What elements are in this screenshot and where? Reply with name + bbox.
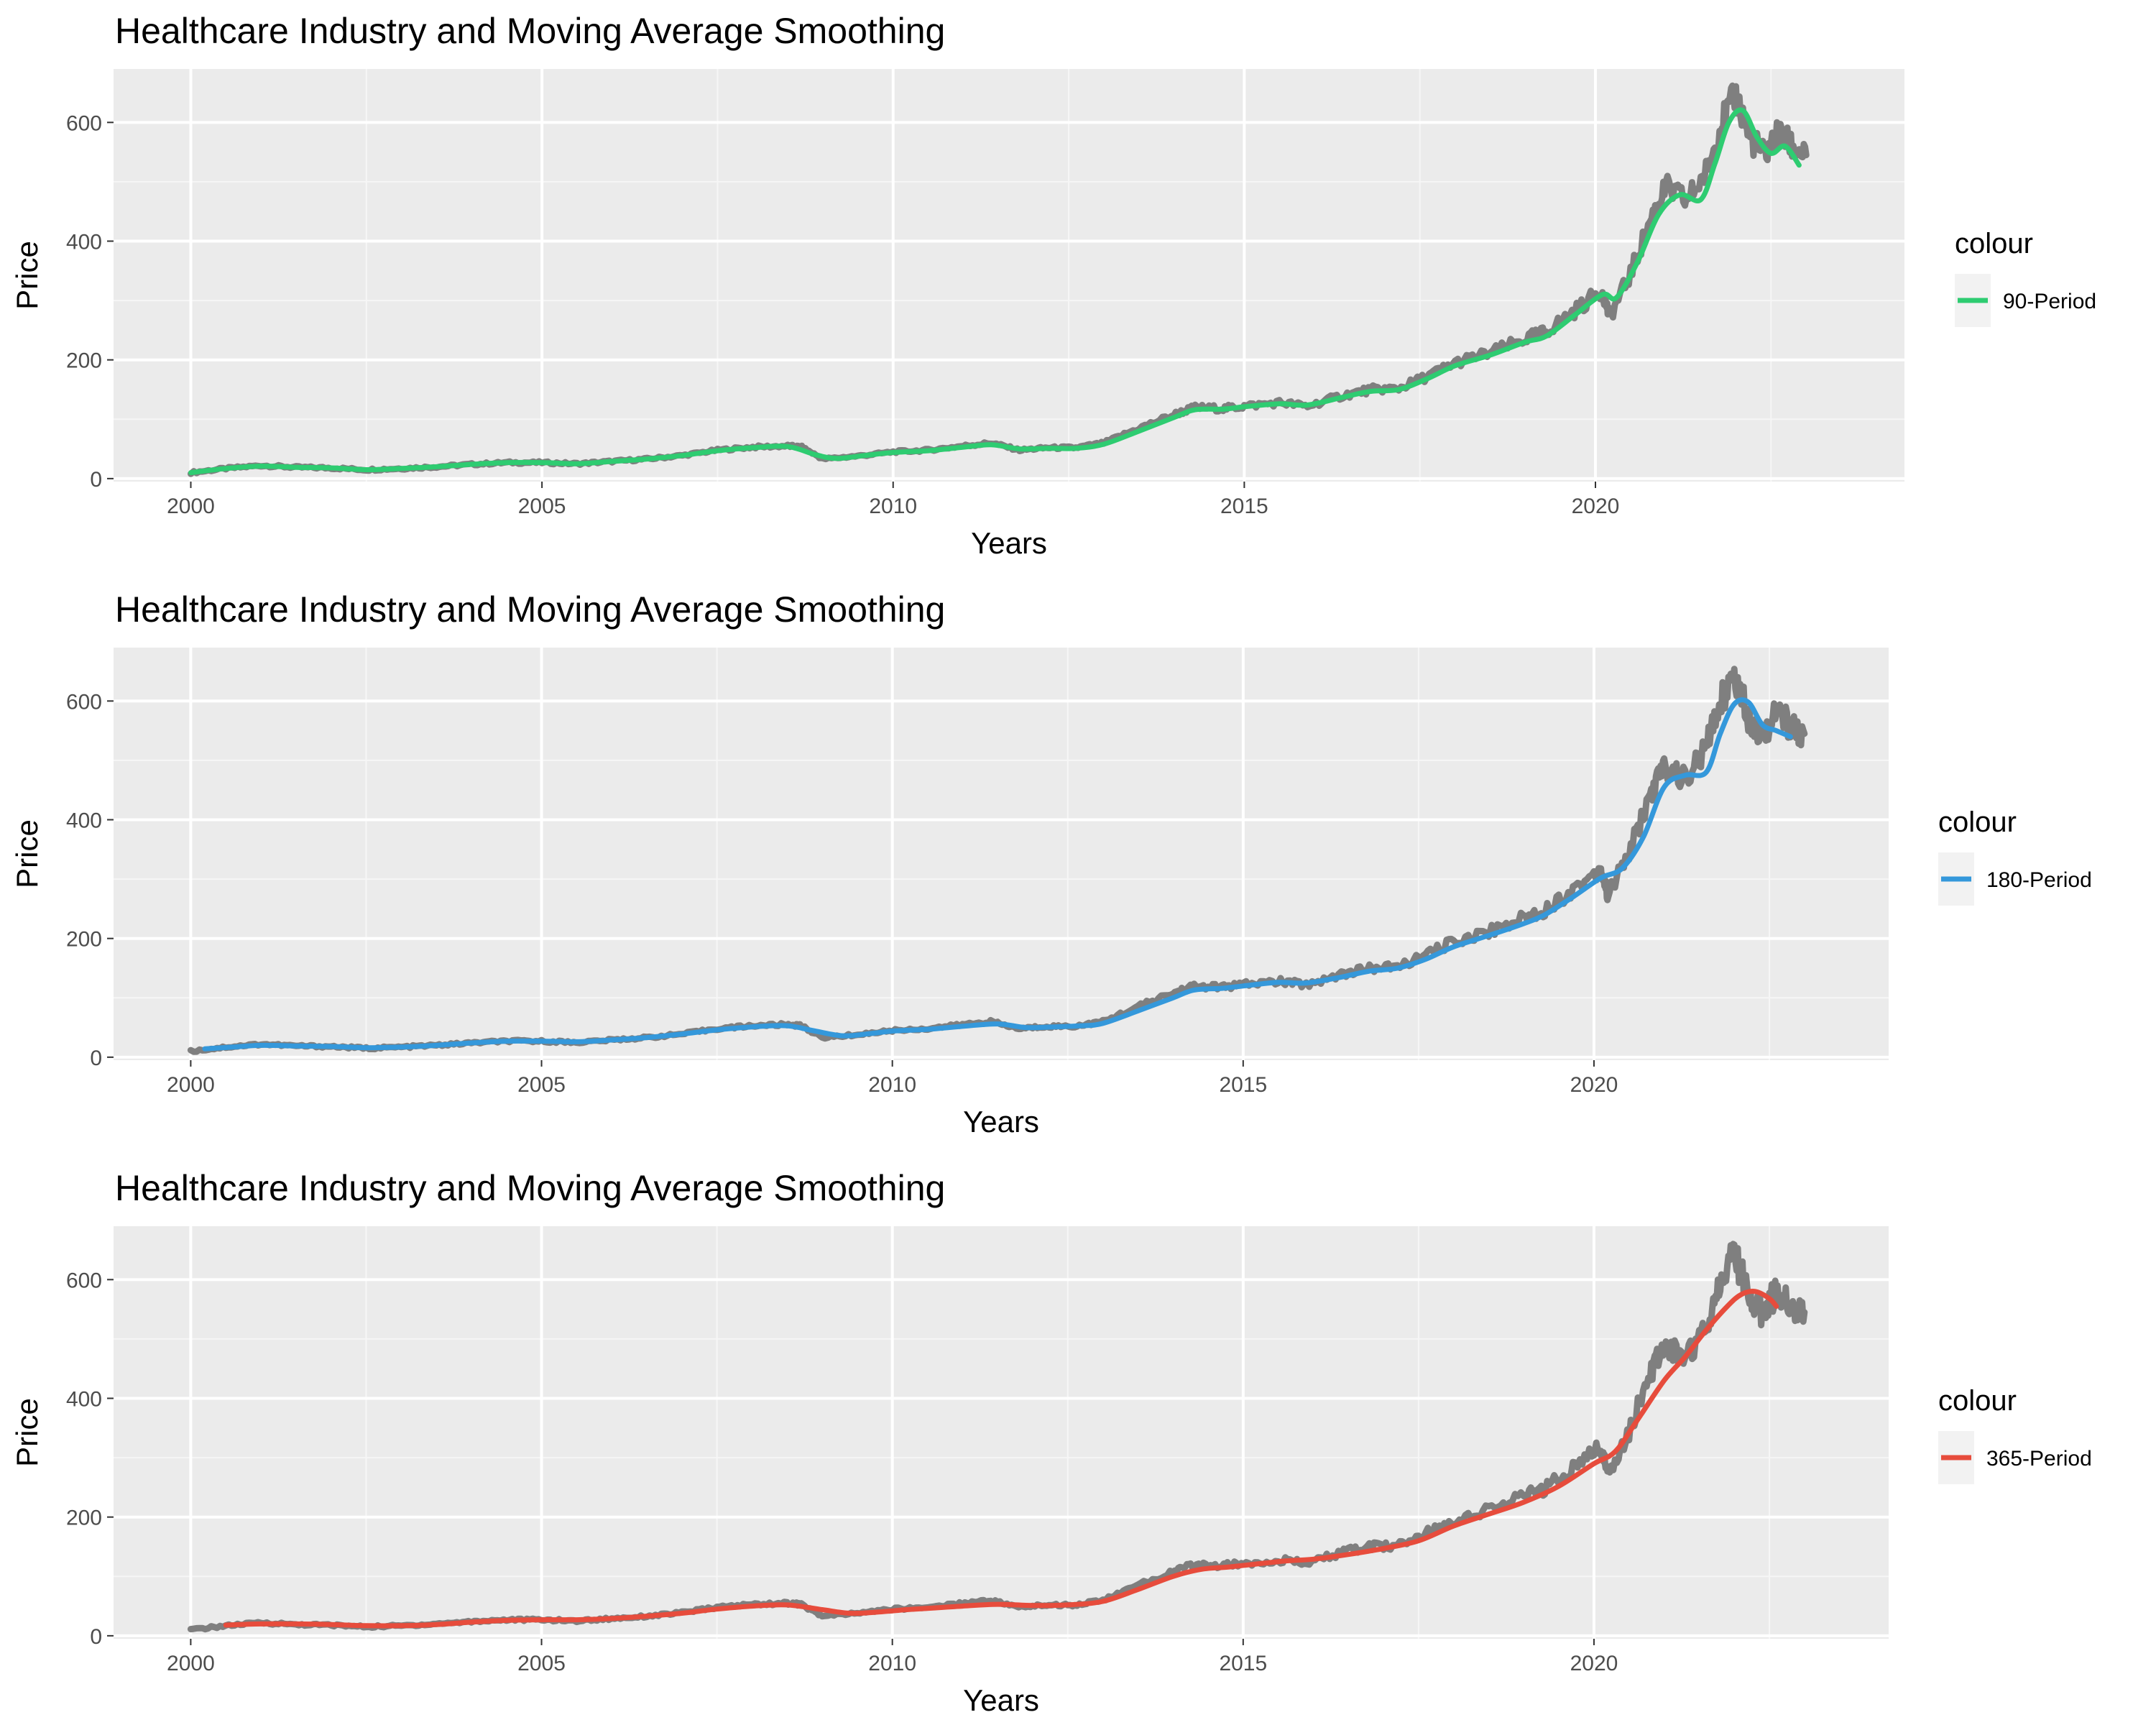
chart-panel-3: Healthcare Industry and Moving Average S…: [10, 1168, 2092, 1717]
legend-title: colour: [1938, 806, 2017, 838]
y-tick-label: 400: [66, 809, 102, 833]
x-tick-label: 2000: [167, 1073, 215, 1097]
x-axis-title: Years: [963, 1105, 1039, 1138]
y-tick-label: 200: [66, 928, 102, 952]
x-tick-label: 2005: [518, 494, 566, 518]
y-axis-title: Price: [10, 1398, 44, 1467]
moving-average-line: [188, 107, 1802, 476]
chart-title: Healthcare Industry and Moving Average S…: [115, 1168, 945, 1208]
x-tick-label: 2010: [868, 1652, 916, 1675]
chart-panel-2: Healthcare Industry and Moving Average S…: [10, 589, 2092, 1138]
y-tick-label: 200: [66, 1506, 102, 1530]
x-tick-label: 2000: [167, 494, 215, 518]
x-tick-label: 2015: [1219, 1652, 1267, 1675]
x-tick-label: 2020: [1572, 494, 1620, 518]
x-tick-label: 2015: [1220, 494, 1268, 518]
moving-average-line: [202, 697, 1793, 1052]
x-tick-label: 2010: [869, 494, 917, 518]
x-tick-label: 2005: [517, 1652, 566, 1675]
plot-panel: [114, 69, 1904, 482]
y-tick-label: 0: [90, 468, 102, 492]
chart-panel-1: Healthcare Industry and Moving Average S…: [10, 11, 2096, 560]
x-axis-title: Years: [971, 526, 1047, 560]
x-tick-label: 2010: [868, 1073, 916, 1097]
y-tick-label: 0: [90, 1625, 102, 1649]
legend-title: colour: [1955, 228, 2033, 259]
x-axis-title: Years: [963, 1683, 1039, 1717]
y-tick-label: 600: [66, 690, 102, 714]
moving-average-line: [223, 1289, 1779, 1629]
x-tick-label: 2020: [1570, 1073, 1618, 1097]
x-tick-label: 2020: [1570, 1652, 1618, 1675]
x-tick-label: 2005: [517, 1073, 566, 1097]
y-tick-label: 400: [66, 1388, 102, 1412]
legend-title: colour: [1938, 1385, 2017, 1417]
chart-title: Healthcare Industry and Moving Average S…: [115, 11, 945, 51]
y-axis-title: Price: [10, 819, 44, 888]
legend-label: 180-Period: [1986, 868, 2092, 892]
chart-title: Healthcare Industry and Moving Average S…: [115, 589, 945, 630]
x-tick-label: 2000: [167, 1652, 215, 1675]
x-tick-label: 2015: [1219, 1073, 1267, 1097]
y-tick-label: 400: [66, 231, 102, 254]
y-tick-label: 200: [66, 349, 102, 373]
y-tick-label: 600: [66, 1269, 102, 1292]
y-axis-title: Price: [10, 241, 44, 310]
y-tick-label: 600: [66, 111, 102, 135]
legend-label: 90-Period: [2003, 290, 2096, 313]
legend-label: 365-Period: [1986, 1447, 2092, 1471]
y-tick-label: 0: [90, 1046, 102, 1070]
